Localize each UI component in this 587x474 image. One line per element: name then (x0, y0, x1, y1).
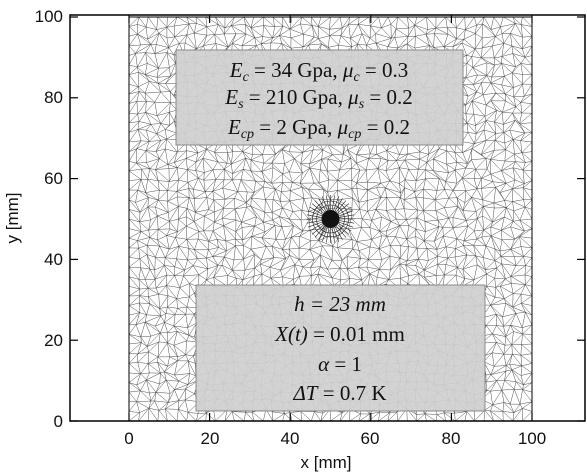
material-line-1: Ec = 34 Gpa, μc = 0.3 (229, 58, 409, 85)
y-tick-80: 80 (44, 88, 63, 107)
y-tick-100: 100 (35, 7, 63, 26)
inclusion (306, 195, 355, 243)
x-tick-40: 40 (281, 429, 300, 448)
inclusion-core (321, 210, 340, 228)
loading-parameters-box: h = 23 mm X(t) = 0.01 mm α = 1 ΔT = 0.7 … (195, 284, 486, 412)
material-line-3: Ecp = 2 Gpa, μcp = 0.2 (227, 115, 410, 142)
param-line-4: ΔT = 0.7 K (292, 381, 386, 405)
x-tick-100: 100 (518, 429, 546, 448)
inclusion-ring-2 (312, 200, 349, 238)
material-line-2: Es = 210 Gpa, μs = 0.2 (224, 85, 412, 112)
y-axis-label: y [mm] (3, 193, 22, 244)
y-tick-labels: 0 20 40 60 80 100 (35, 7, 63, 431)
param-line-3: α = 1 (318, 352, 362, 376)
param-line-1: h = 23 mm (294, 292, 386, 316)
material-box-background (175, 49, 464, 146)
y-tick-0: 0 (54, 412, 63, 431)
x-tick-labels: 0 20 40 60 80 100 (124, 429, 546, 448)
domain-boundary (128, 16, 533, 421)
y-tick-20: 20 (44, 331, 63, 350)
x-tick-0: 0 (124, 429, 133, 448)
material-properties-box: Ec = 34 Gpa, μc = 0.3 Es = 210 Gpa, μs =… (175, 49, 464, 146)
param-box-background (195, 284, 486, 412)
param-line-2: X(t) = 0.01 mm (274, 322, 405, 346)
axis-ticks (70, 15, 585, 422)
x-tick-80: 80 (442, 429, 461, 448)
plot-frame (69, 14, 586, 422)
x-tick-20: 20 (201, 429, 220, 448)
x-axis-label: x [mm] (301, 453, 352, 472)
inclusion-ring-1 (316, 204, 345, 234)
y-tick-60: 60 (44, 169, 63, 188)
y-tick-40: 40 (44, 250, 63, 269)
x-tick-60: 60 (361, 429, 380, 448)
inclusion-refined-mesh (306, 195, 355, 243)
